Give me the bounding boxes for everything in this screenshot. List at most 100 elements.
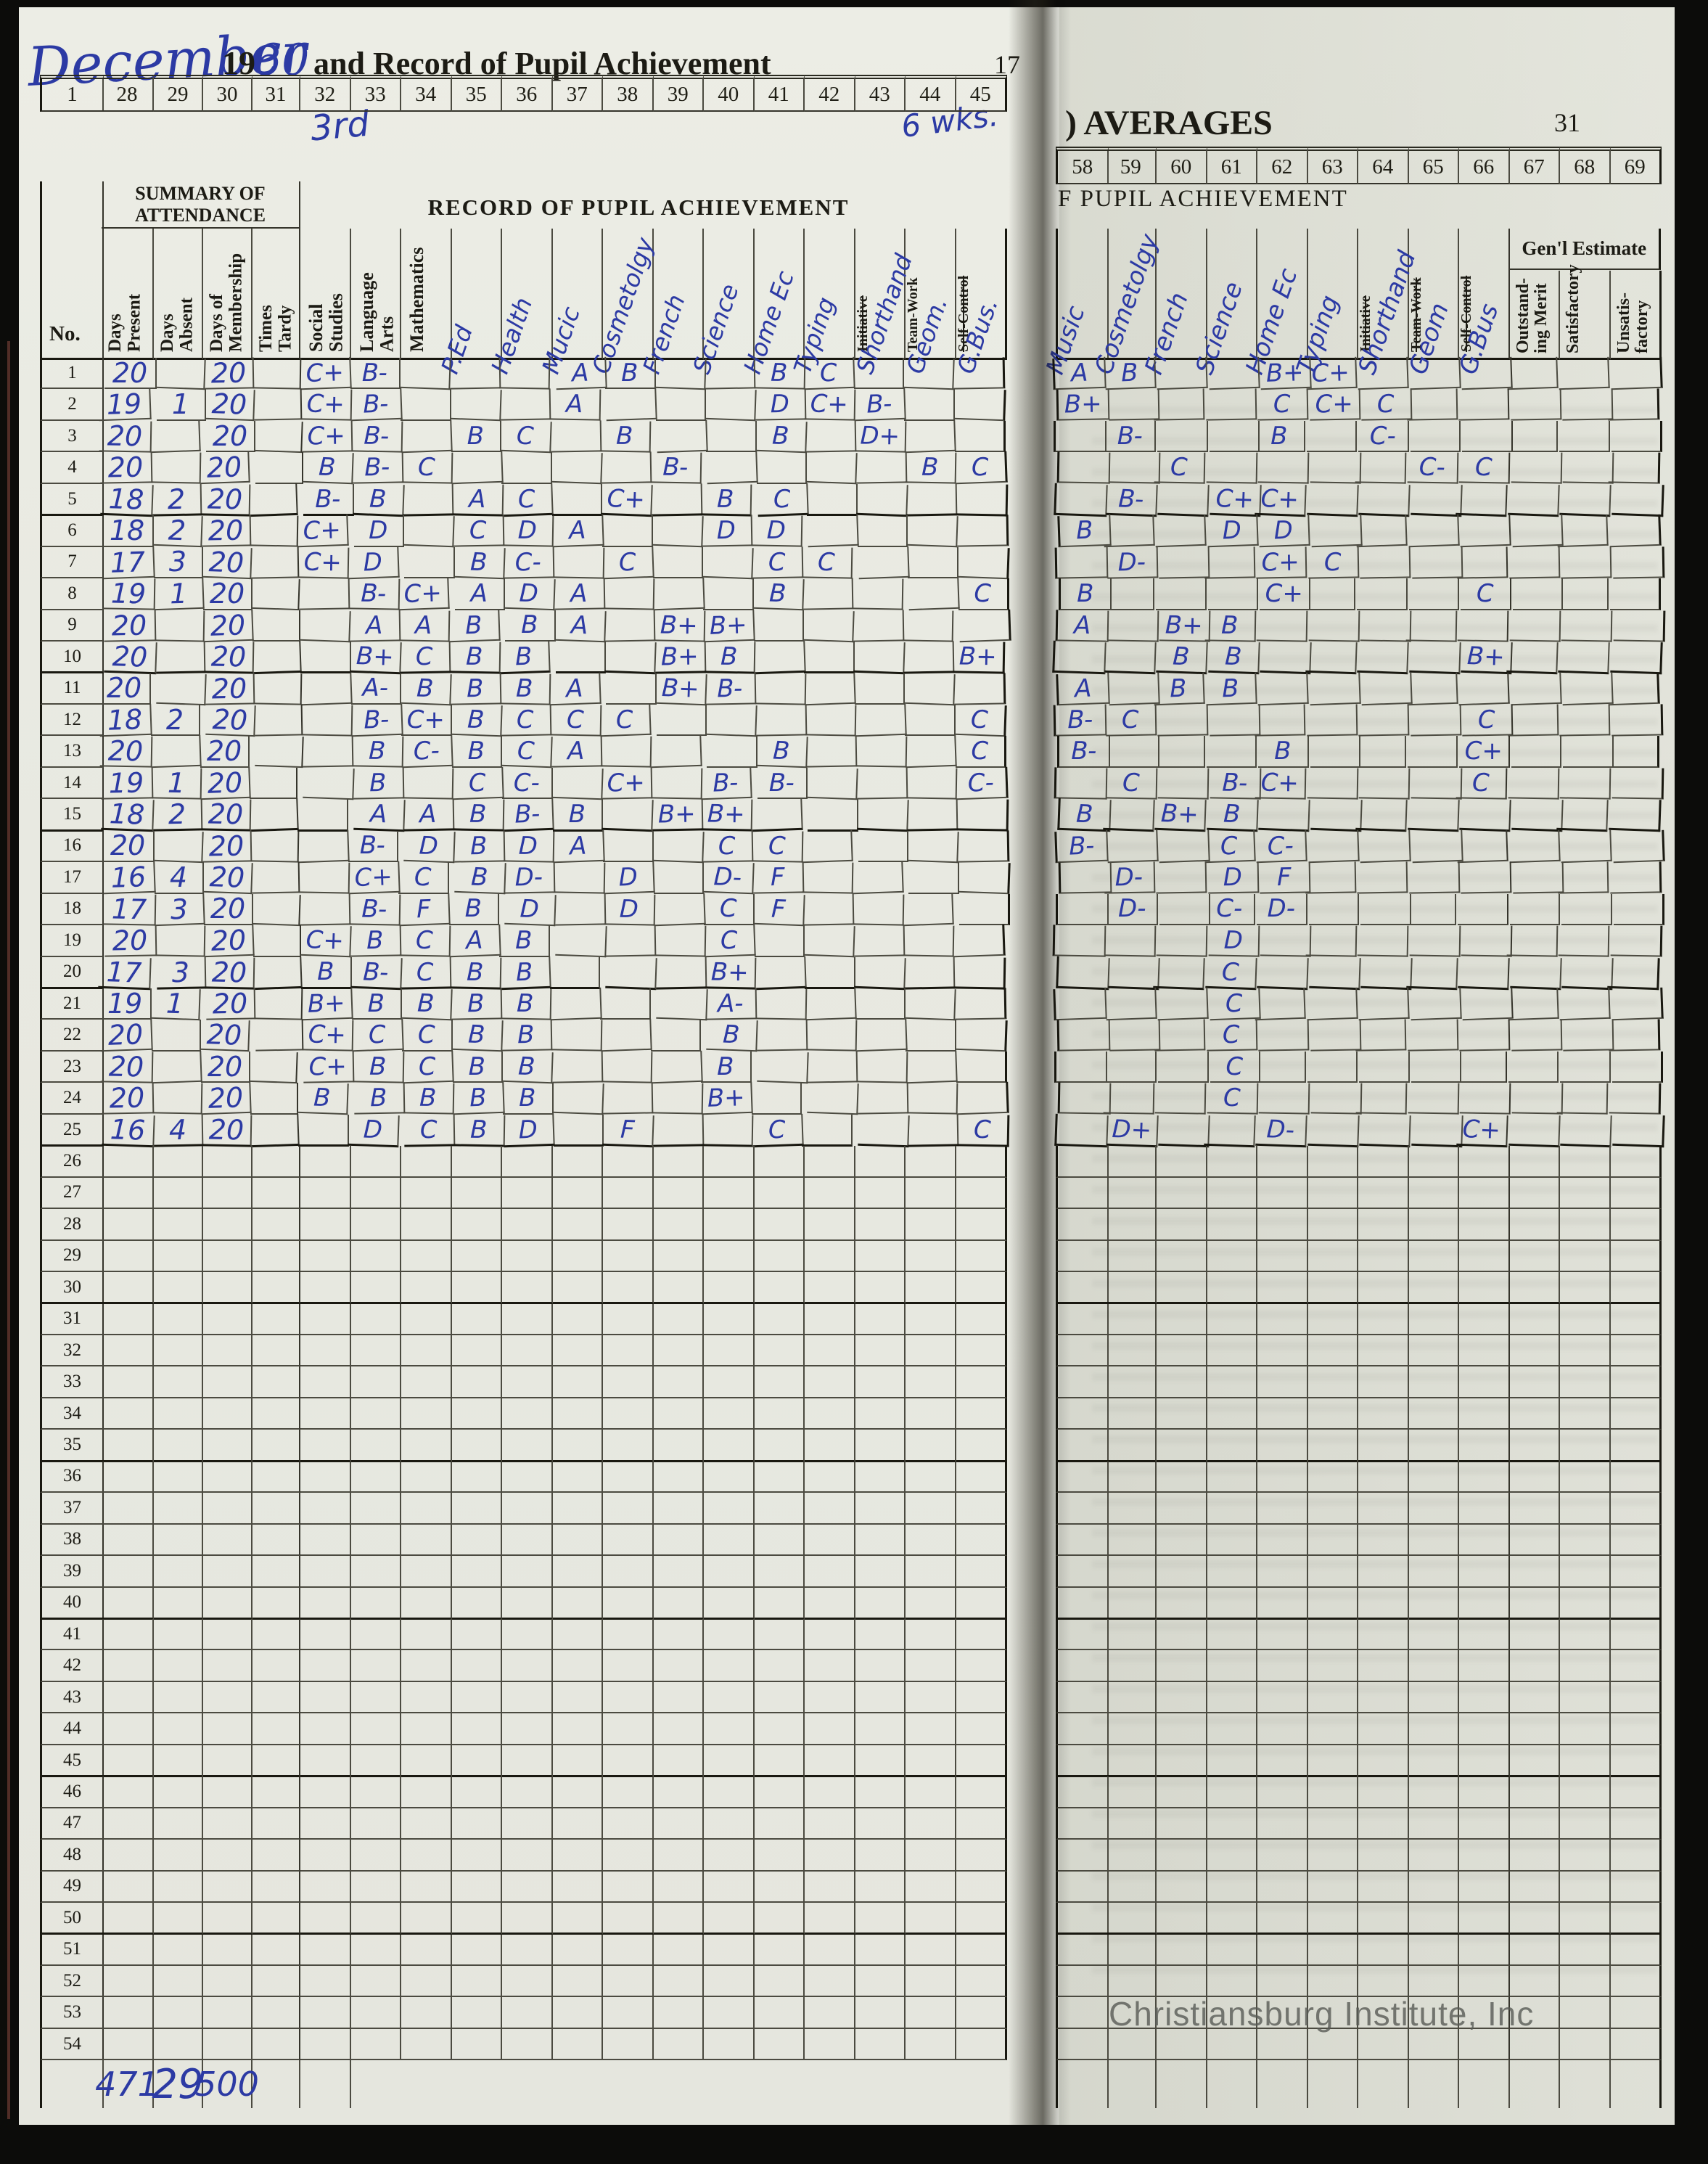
grade-cell — [653, 1556, 704, 1588]
grade-cell — [702, 1114, 753, 1147]
average-grade-cell — [1106, 1556, 1157, 1588]
average-grade-cell — [1407, 515, 1459, 548]
average-grade-cell — [1157, 1934, 1207, 1966]
grade-cell: A — [551, 515, 604, 548]
grade-cell: B+ — [301, 987, 353, 1021]
average-grade-cell — [1104, 578, 1154, 610]
average-grade-cell — [1305, 987, 1358, 1021]
grade-cell — [957, 861, 1010, 895]
attendance-cell — [203, 1335, 252, 1367]
grade-cell: A- — [705, 988, 757, 1021]
average-grade-cell — [1459, 1934, 1510, 1966]
average-grade-cell — [1307, 1840, 1358, 1872]
average-grade-cell — [1155, 861, 1207, 895]
grade-cell: B — [453, 798, 504, 832]
grade-cell: B+ — [349, 640, 401, 675]
grade-cell — [449, 357, 501, 390]
average-grade-cell — [1106, 1430, 1157, 1462]
grade-cell — [805, 1524, 855, 1557]
attendance-cell — [102, 1997, 154, 2029]
column-number-cell: 38 — [603, 75, 654, 112]
column-number-cell: 37 — [552, 75, 603, 112]
attendance-cell — [253, 388, 303, 422]
scan-edge-right — [1675, 0, 1708, 2164]
grade-cell: C — [500, 419, 552, 454]
average-grade-cell: B+ — [1159, 609, 1210, 642]
grade-cell — [350, 1303, 401, 1335]
grade-cell — [907, 1114, 958, 1147]
average-grade-cell — [1508, 1051, 1559, 1083]
average-grade-cell — [1157, 1335, 1207, 1367]
grade-cell — [956, 1776, 1007, 1808]
average-grade-cell — [1409, 925, 1461, 958]
average-grade-cell — [1611, 767, 1664, 800]
attendance-title: SUMMARY OF ATTENDANCE — [102, 181, 300, 229]
average-grade-cell — [1408, 1082, 1459, 1115]
average-grade-cell — [1559, 483, 1611, 517]
grade-cell: B — [451, 1019, 503, 1053]
grade-cell — [502, 1524, 553, 1557]
grade-cell — [300, 1524, 351, 1557]
grade-cell — [956, 1619, 1007, 1651]
attendance-cell — [152, 1082, 203, 1115]
grade-cell: C — [751, 1113, 803, 1148]
grade-cell — [502, 1461, 553, 1493]
grade-cell — [552, 1776, 603, 1808]
grade-cell — [802, 861, 853, 895]
grade-cell — [805, 1303, 855, 1335]
average-grade-cell — [1408, 1177, 1459, 1210]
attendance-cell — [102, 1209, 154, 1241]
grade-cell — [603, 1366, 654, 1398]
grade-cell — [552, 1556, 603, 1588]
average-grade-cell — [1509, 1146, 1560, 1178]
grade-cell — [552, 1965, 603, 1998]
average-grade-cell — [1408, 1681, 1459, 1714]
grade-cell — [350, 1524, 401, 1557]
average-grade-cell: C+ — [1255, 767, 1306, 800]
grade-cell — [652, 1082, 703, 1115]
average-grade-cell — [1307, 1713, 1358, 1745]
average-grade-cell — [1207, 1965, 1257, 1998]
average-grade-cell — [1306, 483, 1358, 517]
grade-cell: B — [353, 1082, 405, 1115]
row-number-cell: 54 — [40, 2028, 104, 2061]
average-grade-cell — [1408, 1335, 1459, 1367]
attendance-cell — [250, 798, 299, 832]
no-column-label: No. — [49, 322, 81, 345]
grade-cell: C — [958, 578, 1009, 610]
attendance-cell — [252, 1587, 300, 1620]
grade-cell — [350, 1461, 401, 1493]
attendance-cell — [154, 1997, 203, 2029]
grade-cell — [855, 1713, 906, 1745]
grade-cell — [956, 1209, 1007, 1241]
average-grade-cell — [1408, 1366, 1459, 1398]
subject-header-cell: Self-Control G.Bus. — [951, 229, 1007, 377]
grade-cell — [601, 1051, 652, 1083]
grade-cell — [805, 1840, 855, 1872]
grade-cell: D — [701, 515, 752, 548]
average-grade-cell — [1106, 1619, 1157, 1651]
average-grade-cell — [1257, 1146, 1308, 1178]
grade-cell — [903, 925, 954, 958]
grade-cell — [754, 1303, 805, 1335]
grade-cell — [350, 1619, 401, 1651]
average-grade-cell — [1560, 1493, 1611, 1525]
row-number-cell: 48 — [40, 1840, 104, 1872]
grade-cell: F — [398, 893, 451, 927]
grade-cell — [401, 1619, 452, 1651]
row-number-cell: 6 — [40, 515, 104, 547]
grade-cell — [552, 1840, 603, 1872]
grade-cell — [651, 515, 703, 548]
grade-cell — [451, 1556, 502, 1588]
attendance-header-cell: Days Absent — [154, 229, 203, 360]
average-grade-cell — [1307, 1619, 1358, 1651]
record-title: RECORD OF PUPIL ACHIEVEMENT — [427, 194, 850, 220]
average-grade-cell: C — [1210, 1051, 1260, 1083]
grade-cell — [653, 1524, 704, 1557]
average-grade-cell — [1408, 1650, 1459, 1682]
right-page-title: ) AVERAGES — [1065, 104, 1273, 142]
average-grade-cell — [1610, 1398, 1662, 1430]
grade-cell — [350, 1366, 401, 1398]
average-grade-cell — [1257, 1493, 1308, 1525]
grade-cell — [300, 1840, 351, 1872]
